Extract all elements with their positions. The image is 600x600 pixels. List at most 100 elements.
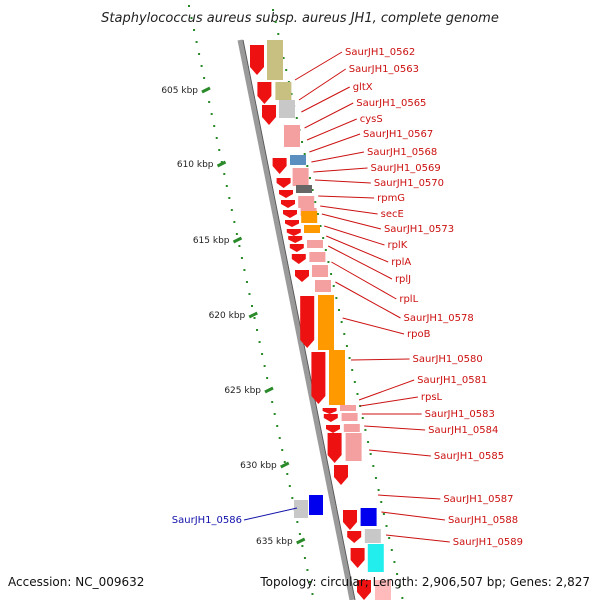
guide-dot <box>198 53 201 55</box>
guide-dot <box>286 473 289 475</box>
gene-leader-line <box>301 86 350 113</box>
gene-feature <box>375 580 391 600</box>
gene-feature <box>262 105 276 125</box>
gene-feature <box>291 254 306 264</box>
gene-feature <box>315 280 331 292</box>
guide-dot <box>377 489 380 491</box>
gene-feature <box>281 200 295 208</box>
gene-label[interactable]: rplJ <box>395 274 411 285</box>
guide-dot <box>223 173 226 175</box>
guide-dot <box>353 381 356 383</box>
guide-dot <box>335 297 338 299</box>
gene-feature <box>309 252 326 262</box>
backbone-edge <box>242 39 356 600</box>
guide-dot <box>396 573 399 575</box>
gene-feature <box>295 270 309 282</box>
guide-dot <box>343 333 346 335</box>
scale-tick-label: 615 kbp <box>193 236 230 246</box>
gene-feature <box>343 510 357 530</box>
guide-dot <box>285 69 288 71</box>
gene-feature <box>326 425 340 433</box>
gene-label[interactable]: SaurJH1_0567 <box>363 129 433 140</box>
gene-leader-line <box>342 317 405 335</box>
gene-label[interactable]: SaurJH1_0563 <box>349 64 419 75</box>
guide-dot <box>316 213 319 215</box>
gene-label[interactable]: SaurJH1_0573 <box>384 224 454 235</box>
gene-label[interactable]: gltX <box>353 82 373 93</box>
guide-dot <box>220 161 223 163</box>
gene-label[interactable]: cysS <box>360 114 383 125</box>
gene-feature <box>345 433 362 461</box>
guide-dot <box>274 21 277 23</box>
guide-dot <box>277 33 280 35</box>
guide-dot <box>306 165 309 167</box>
gene-label[interactable]: SaurJH1_0569 <box>371 163 441 174</box>
gene-feature <box>364 529 381 543</box>
guide-dot <box>278 437 281 439</box>
gene-label[interactable]: SaurJH1_0583 <box>425 409 495 420</box>
guide-dot <box>203 77 206 79</box>
guide-dot <box>188 5 190 7</box>
scale-tick <box>280 461 290 469</box>
guide-dot <box>253 317 256 319</box>
scale-tick-label: 630 kbp <box>240 461 277 471</box>
gene-label[interactable]: rplK <box>387 240 407 251</box>
gene-label[interactable]: SaurJH1_0584 <box>428 425 498 436</box>
gene-leader-line <box>385 534 450 543</box>
gene-label[interactable]: SaurJH1_0580 <box>413 354 483 365</box>
gene-label[interactable]: rpoB <box>407 329 431 340</box>
guide-dot <box>230 209 233 211</box>
gene-label[interactable]: SaurJH1_0562 <box>345 47 415 58</box>
gene-feature <box>296 185 312 193</box>
gene-label[interactable]: SaurJH1_0588 <box>448 515 518 526</box>
guide-dot <box>382 513 385 515</box>
gene-label[interactable]: rplL <box>399 294 418 305</box>
gene-leader-line <box>377 494 441 500</box>
gene-label[interactable]: SaurJH1_0570 <box>374 178 444 189</box>
guide-dot <box>298 533 301 535</box>
gene-label[interactable]: SaurJH1_0587 <box>443 494 513 505</box>
guide-dot <box>301 141 304 143</box>
gene-leader-line <box>335 281 401 319</box>
gene-feature <box>300 296 315 348</box>
gene-label[interactable]: rpmG <box>377 193 405 204</box>
gene-label[interactable]: SaurJH1_0578 <box>404 313 474 324</box>
gene-label[interactable]: SaurJH1_0568 <box>367 147 437 158</box>
guide-dot <box>369 453 372 455</box>
scale-tick-label: 635 kbp <box>256 537 293 547</box>
guide-dot <box>295 117 298 119</box>
gene-leader-line <box>381 511 446 521</box>
scale-tick <box>201 86 211 94</box>
gene-feature <box>309 495 323 515</box>
guide-dot <box>200 65 203 67</box>
guide-dot <box>348 357 351 359</box>
backbone-line <box>237 39 355 600</box>
guide-dot <box>282 57 285 59</box>
guide-dot <box>258 341 261 343</box>
guide-dot <box>283 461 286 463</box>
guide-dot <box>356 393 359 395</box>
guide-dot <box>401 597 404 599</box>
guide-dot <box>306 569 309 571</box>
gene-label[interactable]: SaurJH1_0581 <box>417 375 487 386</box>
gene-leader-line <box>350 358 410 361</box>
guide-dot <box>380 501 383 503</box>
gene-label[interactable]: SaurJH1_0565 <box>356 98 426 109</box>
gene-feature <box>327 433 342 463</box>
guide-dot <box>385 525 388 527</box>
gene-feature <box>312 265 328 277</box>
guide-dot <box>263 365 266 367</box>
gene-feature <box>279 100 295 118</box>
gene-label[interactable]: rplA <box>391 257 411 268</box>
gene-label[interactable]: secE <box>381 209 404 220</box>
guide-dot <box>213 125 216 127</box>
gene-leader-line <box>331 261 397 300</box>
accession-text: Accession: NC_009632 <box>8 575 145 589</box>
gene-label[interactable]: SaurJH1_0585 <box>434 451 504 462</box>
gene-feature <box>350 548 365 568</box>
gene-label-left[interactable]: SaurJH1_0586 <box>172 515 242 526</box>
gene-label[interactable]: rpsL <box>421 392 443 403</box>
gene-leader-line <box>364 425 426 431</box>
gene-label[interactable]: SaurJH1_0589 <box>453 537 523 548</box>
